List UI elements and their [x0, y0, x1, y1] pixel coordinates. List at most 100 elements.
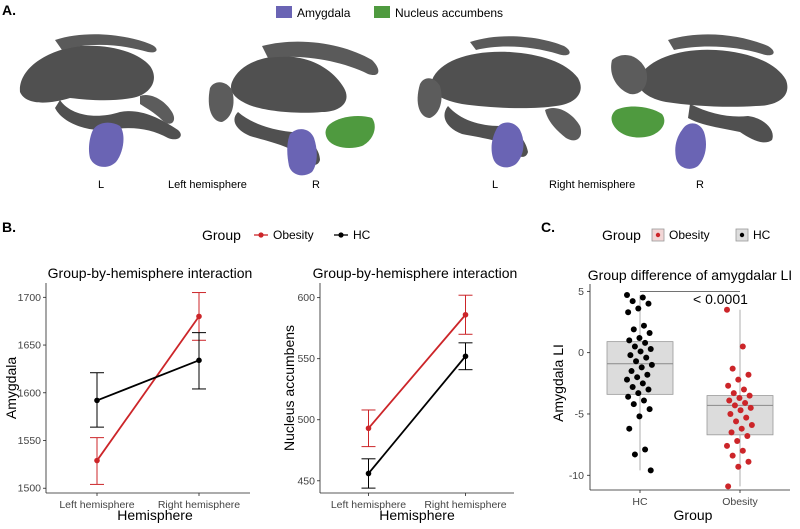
- chart-b2-hc-point: [462, 353, 469, 360]
- chart-c-hc-point: [635, 390, 642, 397]
- panel-c-legend: Group Obesity HC: [602, 227, 771, 243]
- chart-c-hc-point: [629, 298, 636, 305]
- chart-c-obesity-point: [737, 407, 744, 414]
- brain-left-hemisphere-view-2: [208, 41, 379, 176]
- chart-c-hc-point: [635, 305, 642, 312]
- chart-c-hc-point: [633, 358, 640, 365]
- chart-c-hc-point: [636, 413, 643, 420]
- chart-c-y-tick-label: -10: [569, 470, 584, 482]
- brain4-side-label: R: [696, 179, 704, 191]
- amygdala-legend-swatch: [276, 6, 292, 18]
- chart-c-hc-point: [643, 354, 650, 361]
- chart-c-hc-point: [637, 348, 644, 355]
- chart-c-hc-point: [626, 337, 633, 344]
- chart-c-obesity-point: [744, 433, 751, 440]
- chart-c-hc-point: [648, 361, 655, 368]
- chart-b1-x-tick-label: Left hemisphere: [59, 499, 134, 511]
- chart-c-hc-point: [646, 330, 653, 337]
- chart-b2-y-tick-label: 500: [297, 414, 315, 426]
- panel-b-legend-title: Group: [202, 227, 241, 243]
- accumbens-legend-label: Nucleus accumbens: [395, 6, 503, 20]
- hc-legend-dot: [338, 232, 344, 238]
- chart-c-hc-point: [644, 371, 651, 378]
- chart-b2-y-tick-label: 600: [297, 292, 315, 304]
- panel-c-label: C.: [541, 219, 555, 235]
- panel-b-legend-hc: HC: [353, 228, 371, 242]
- amygdala-region: [287, 129, 317, 176]
- chart-c-hc-point: [646, 406, 653, 413]
- chart-b2-y-tick-label: 450: [297, 475, 315, 487]
- obesity-legend-point: [655, 232, 661, 238]
- panel-b-legend: Group Obesity HC: [202, 227, 371, 243]
- chart-c-xlabel: Group: [674, 507, 713, 523]
- chart-c-hc-point: [630, 326, 637, 333]
- chart-b2-title: Group-by-hemisphere interaction: [313, 265, 518, 281]
- chart-c-obesity-point: [729, 365, 736, 372]
- chart-c-obesity-point: [728, 429, 735, 436]
- brain-right-hemisphere-view-2: [611, 34, 788, 169]
- chart-b1-y-tick-label: 1550: [18, 435, 42, 447]
- chart-b1-hc-point: [196, 357, 202, 364]
- brain2-side-label: R: [312, 179, 320, 191]
- chart-c-obesity-point: [735, 463, 742, 470]
- amygdala-region: [675, 123, 706, 169]
- accumbens-legend-swatch: [374, 6, 390, 18]
- chart-c-hc-point: [647, 467, 654, 474]
- chart-c-hc-point: [631, 451, 638, 458]
- chart-c-hc-point: [625, 309, 632, 316]
- panel-a-label: A.: [2, 2, 16, 18]
- chart-b2-obesity-point: [462, 311, 469, 318]
- chart-c-obesity-point: [743, 414, 750, 421]
- chart-c-x-tick-label: HC: [632, 496, 648, 508]
- chart-c-obesity-point: [746, 392, 753, 399]
- chart-c-y-tick-label: -5: [575, 408, 584, 420]
- chart-b2-obesity-series-line: [367, 314, 467, 429]
- chart-c-obesity-point: [736, 395, 743, 402]
- chart-c-y-tick-label: 5: [578, 286, 584, 298]
- chart-c-obesity-point: [733, 418, 740, 425]
- brain1-side-label: L: [98, 179, 104, 191]
- chart-c-obesity-point: [725, 483, 732, 490]
- panel-b-label: B.: [2, 219, 16, 235]
- chart-b1-ylabel: Amygdala: [3, 357, 19, 419]
- chart-c-hc-point: [634, 374, 641, 381]
- hc-legend-point: [739, 232, 745, 238]
- brain-left-hemisphere-view-1: [19, 34, 181, 167]
- right-hemisphere-caption: Right hemisphere: [549, 179, 635, 191]
- nucleus-accumbens-region: [325, 116, 375, 148]
- chart-c-title: Group difference of amygdalar LI: [588, 267, 792, 283]
- chart-c-hc-point: [645, 300, 652, 307]
- amygdalar-li-boxplot: Group difference of amygdalar LI Amygdal…: [550, 267, 792, 523]
- chart-b1-y-tick-label: 1500: [18, 483, 42, 495]
- chart-c-obesity-point: [740, 386, 747, 393]
- chart-b1-x-tick-label: Right hemisphere: [158, 499, 240, 511]
- chart-b1-hc-point: [94, 397, 100, 404]
- chart-c-obesity-point: [748, 422, 755, 429]
- chart-c-obesity-point: [735, 376, 742, 383]
- brain3-side-label: L: [492, 179, 498, 191]
- chart-b2-ylabel: Nucleus accumbens: [281, 325, 297, 451]
- chart-b2-xlabel: Hemisphere: [379, 507, 455, 523]
- chart-b2-obesity-point: [365, 425, 372, 432]
- significance-annotation: < 0.0001: [693, 291, 748, 307]
- chart-c-obesity-point: [724, 442, 730, 449]
- left-hemisphere-caption: Left hemisphere: [168, 179, 247, 191]
- chart-c-hc-point: [631, 343, 638, 350]
- chart-c-hc-point: [624, 292, 630, 299]
- amygdala-region: [88, 122, 124, 167]
- chart-b2-hc-point: [365, 470, 372, 477]
- chart-c-x-tick-label: Obesity: [722, 496, 758, 508]
- chart-c-hc-point: [639, 380, 646, 387]
- chart-b2-y-tick-label: 550: [297, 353, 315, 365]
- chart-c-obesity-point: [727, 410, 734, 417]
- chart-c-hc-point: [627, 352, 634, 359]
- amygdala-interaction-chart: Group-by-hemisphere interaction Amygdala…: [3, 265, 252, 523]
- chart-c-hc-point: [640, 397, 647, 404]
- chart-c-obesity-point: [738, 425, 745, 432]
- chart-c-obesity-point: [730, 390, 737, 397]
- amygdala-legend-label: Amygdala: [297, 6, 351, 20]
- chart-c-hc-point: [636, 334, 643, 341]
- chart-c-obesity-point: [742, 399, 749, 406]
- brain-right-hemisphere-view-1: [417, 36, 582, 168]
